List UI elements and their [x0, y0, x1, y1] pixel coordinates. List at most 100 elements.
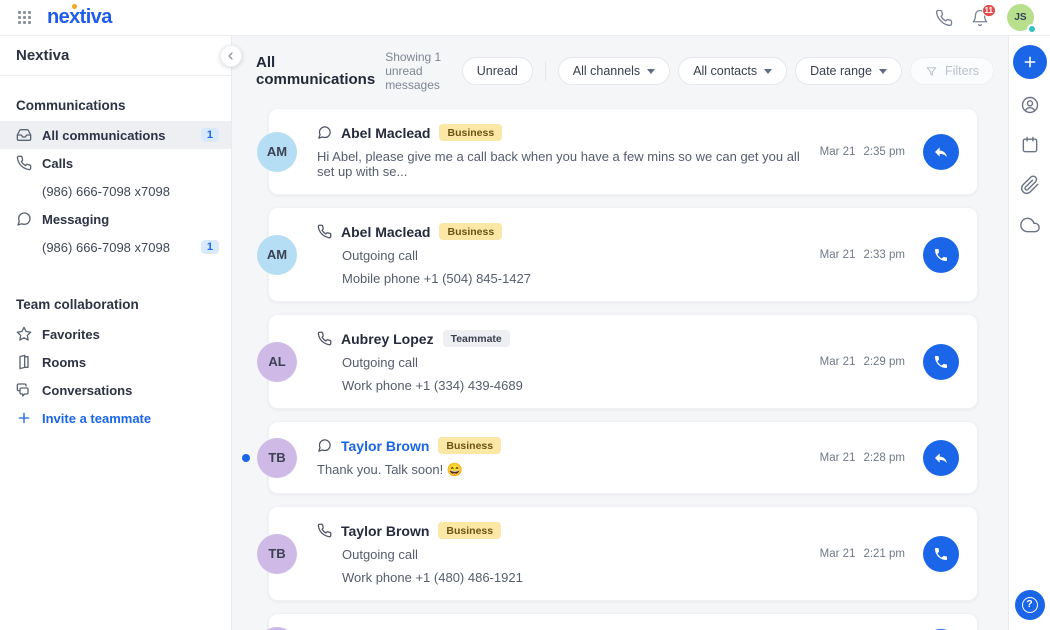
question-mark-icon: ? [1021, 597, 1038, 613]
sidebar-section-header: Team collaboration [16, 297, 139, 312]
contact-tag: Teammate [442, 330, 510, 347]
paperclip-icon[interactable] [1020, 175, 1040, 195]
sidebar-item-messaging[interactable]: Messaging [0, 205, 231, 233]
rooms-icon [16, 354, 32, 370]
sidebar-title: Nextiva [0, 36, 231, 76]
communication-card[interactable]: AM Abel Maclead Business Outgoing call Mo… [257, 207, 978, 302]
call-direction: Outgoing call [342, 547, 418, 562]
communication-card[interactable]: TB Taylor Brown Business Outgoing call Wo… [257, 506, 978, 601]
chat-icon [317, 125, 332, 140]
message-preview: Hi Abel, please give me a call back when… [317, 149, 800, 179]
sidebar-item-rooms[interactable]: Rooms [0, 348, 231, 376]
communications-list: AM Abel Maclead Business Hi Abel, please… [232, 102, 1008, 630]
phone-detail: Mobile phone +1 (504) 845-1427 [342, 271, 532, 286]
chat-icon [317, 438, 332, 453]
sidebar-section: Team collaboration Favorites Rooms Conversa… [0, 291, 231, 432]
channels-dropdown[interactable]: All channels [557, 57, 671, 85]
toolbar-divider [544, 61, 546, 81]
sidebar-item-invite-a-teammate[interactable]: Invite a teammate [0, 404, 231, 432]
call-back-button[interactable] [923, 343, 959, 380]
filter-toolbar: Unread All channels All contacts Date ra… [461, 57, 994, 85]
phone-icon [317, 523, 332, 538]
sidebar-item-label: Invite a teammate [42, 410, 152, 426]
main-content: All communications Showing 1 unread mess… [232, 36, 1008, 630]
contact-tag: Business [439, 124, 503, 141]
sidebar-item-label: Rooms [42, 354, 87, 370]
date-range-dropdown[interactable]: Date range [795, 57, 902, 85]
cloud-icon[interactable] [1019, 215, 1040, 235]
sidebar-item-favorites[interactable]: Favorites [0, 320, 231, 348]
chevron-down-icon [647, 68, 656, 74]
contact-name[interactable]: Taylor Brown [341, 522, 430, 539]
contact-tag: Business [439, 223, 503, 240]
contacts-dropdown[interactable]: All contacts [678, 57, 788, 85]
top-bar: nextiva 11 JS [0, 0, 1050, 36]
plus-icon [16, 410, 32, 426]
chat-icon [16, 211, 32, 227]
avatar: TB [257, 437, 297, 478]
contact-name[interactable]: Abel Maclead [341, 223, 431, 240]
message-preview: Thank you. Talk soon! 😄 [317, 462, 464, 477]
nextiva-logo[interactable]: nextiva [47, 4, 112, 28]
page-title: All communications [256, 54, 376, 88]
create-new-button[interactable] [1012, 45, 1047, 79]
sidebar-item-all-communications[interactable]: All communications 1 [0, 121, 231, 149]
phone-detail: Work phone +1 (480) 486-1921 [342, 570, 523, 585]
avatar: AL [257, 341, 297, 382]
sidebar-item-label: Favorites [42, 326, 100, 342]
avatar: TB [257, 533, 297, 574]
sidebar-item-calls-number[interactable]: (986) 666-7098 x7098 [0, 177, 231, 205]
chevron-down-icon [878, 68, 887, 74]
left-sidebar: Nextiva Communications All communications… [0, 36, 242, 630]
sidebar-item-calls[interactable]: Calls [0, 149, 231, 177]
star-icon [16, 326, 32, 342]
unread-summary: Showing 1 unread messages [385, 50, 442, 92]
phone-detail: Work phone +1 (334) 439-4689 [342, 378, 523, 393]
call-back-button[interactable] [923, 535, 959, 572]
communication-card[interactable]: AL Aubrey Lopez Teammate Outgoing call Wo… [257, 314, 978, 409]
timestamp: Mar 21 2:29 pm [819, 355, 905, 368]
sidebar-section-header: Communications [16, 98, 126, 113]
app-launcher-icon[interactable] [16, 9, 33, 26]
contact-name[interactable]: Aubrey Lopez [341, 330, 434, 347]
sidebar-item-label: Calls [42, 155, 74, 171]
call-back-button[interactable] [923, 236, 959, 273]
user-avatar[interactable]: JS [1007, 4, 1037, 34]
sidebar-item-label: Messaging [42, 211, 110, 227]
reply-button[interactable] [923, 133, 959, 170]
contact-name[interactable]: Taylor Brown [341, 437, 430, 454]
communication-card[interactable]: SL Sam Lee Teammate [257, 613, 978, 630]
chevron-down-icon [764, 68, 773, 74]
notifications-bell-icon[interactable]: 11 [971, 3, 996, 27]
funnel-icon [926, 66, 937, 76]
phone-icon[interactable] [935, 9, 953, 27]
filters-button[interactable]: Filters [909, 57, 994, 85]
status-indicator [1027, 24, 1037, 34]
sidebar-item-label: All communications [42, 127, 166, 143]
sidebar-item-messaging-number[interactable]: (986) 666-7098 x7098 1 [0, 233, 231, 261]
sidebar-item-label: (986) 666-7098 x7098 [42, 183, 170, 199]
contact-tag: Business [438, 437, 502, 454]
contacts-icon[interactable] [1020, 95, 1040, 115]
help-button[interactable]: ? [1014, 590, 1045, 620]
contact-name[interactable]: Abel Maclead [341, 124, 431, 141]
sidebar-section: Communications All communications 1 Calls (9… [0, 92, 231, 261]
communication-card[interactable]: TB Taylor Brown Business Thank you. Talk… [242, 421, 978, 494]
right-rail: ? [1008, 36, 1050, 630]
sidebar-item-label: (986) 666-7098 x7098 [42, 239, 170, 255]
inbox-icon [16, 127, 32, 143]
conversations-icon [16, 382, 32, 398]
unread-filter-button[interactable]: Unread [461, 57, 533, 85]
communication-card[interactable]: AM Abel Maclead Business Hi Abel, please… [257, 108, 978, 195]
user-initials: JS [1014, 12, 1027, 23]
unread-count-badge: 1 [200, 240, 219, 254]
contact-tag: Business [438, 522, 502, 539]
sidebar-item-label: Conversations [42, 382, 133, 398]
calendar-icon[interactable] [1020, 135, 1040, 155]
reply-button[interactable] [923, 439, 959, 476]
sidebar-collapse-button[interactable] [220, 45, 242, 67]
main-header: All communications Showing 1 unread mess… [232, 36, 1008, 102]
timestamp: Mar 21 2:35 pm [819, 145, 905, 158]
sidebar-item-conversations[interactable]: Conversations [0, 376, 231, 404]
avatar: AM [257, 234, 297, 275]
